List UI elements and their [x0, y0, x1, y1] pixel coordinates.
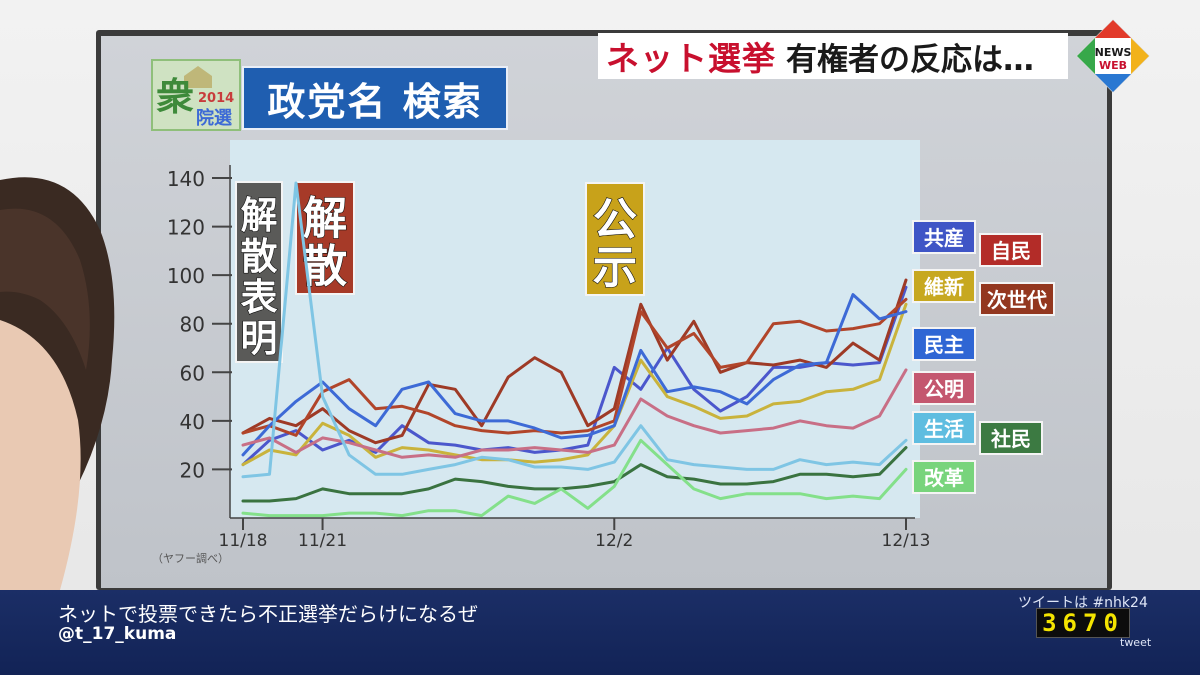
banner-highlight: ネット選挙 — [606, 39, 776, 78]
event-box — [295, 181, 355, 295]
legend-box — [912, 411, 976, 445]
legend-box — [912, 269, 976, 303]
legend-label: 自民 — [991, 239, 1031, 263]
newsweb-top: NEWS — [1095, 46, 1132, 59]
logo-word: 院選 — [196, 107, 232, 129]
ticker-message: ネットで投票できたら不正選挙だらけになるぜ — [58, 602, 478, 626]
event-box — [585, 182, 645, 296]
event-label-char: 散 — [241, 235, 278, 278]
x-tick-label: 11/21 — [298, 531, 347, 551]
legend-label: 民主 — [924, 333, 964, 357]
legend-label: 生活 — [924, 417, 964, 441]
y-axis: 20 40 60 80 100 120 140 — [167, 165, 232, 518]
series-line-生活 — [241, 181, 908, 479]
y-tick-label: 140 — [167, 167, 205, 191]
y-tick-label: 60 — [180, 361, 205, 385]
legend-label: 維新 — [924, 275, 964, 299]
y-tick-label: 20 — [180, 458, 205, 482]
newsweb-bottom: WEB — [1099, 59, 1127, 72]
event-label-char: 表 — [241, 276, 278, 319]
event-label-char: 示 — [593, 242, 637, 293]
tweet-label: ツイートは #nhk24 — [1018, 595, 1148, 611]
series-line-民主 — [241, 293, 908, 457]
legend-box — [912, 371, 976, 405]
logo-char: 衆 — [156, 75, 194, 119]
event-box — [235, 181, 283, 363]
y-tick-label: 120 — [167, 216, 205, 240]
election-logo: 衆 2014 院選 — [151, 59, 241, 131]
series-line-社民 — [241, 446, 908, 503]
source-note: （ヤフー調べ） — [152, 551, 229, 565]
topic-banner: ネット選挙 有権者の反応は… — [598, 33, 1068, 79]
newsweb-logo: NEWS WEB — [1076, 19, 1150, 93]
presenter-silhouette — [0, 177, 115, 675]
panel-title: 政党名 検索 — [242, 66, 508, 130]
x-tick-label: 12/2 — [595, 531, 633, 551]
series-line-自民 — [241, 278, 908, 445]
legend-label: 改革 — [924, 466, 964, 490]
legend-box — [912, 327, 976, 361]
y-tick-label: 100 — [167, 264, 205, 288]
event-label-char: 解 — [303, 193, 347, 244]
legend-label: 社民 — [990, 427, 1031, 451]
event-label-char: 解 — [241, 194, 278, 237]
legend-label: 公明 — [924, 377, 964, 401]
ticker-user: @t_17_kuma — [58, 624, 177, 644]
series-line-改革 — [241, 438, 908, 518]
event-label-char: 明 — [241, 317, 278, 360]
legend-box — [979, 233, 1043, 267]
series-lines — [241, 181, 908, 518]
y-tick-label: 80 — [180, 313, 205, 337]
legend-box — [912, 220, 976, 254]
event-label-char: 公 — [593, 194, 637, 245]
legend-box — [979, 421, 1043, 455]
legend-box — [979, 282, 1055, 316]
tweet-word: tweet — [1120, 636, 1152, 649]
series-line-維新 — [241, 302, 908, 467]
series-line-公明 — [241, 368, 908, 459]
y-tick-label: 40 — [180, 410, 205, 434]
ticker-bar — [0, 590, 1200, 675]
tweet-count: 3670 — [1036, 608, 1130, 638]
series-line-次世代 — [241, 297, 908, 437]
x-tick-label: 11/18 — [219, 531, 268, 551]
x-tick-label: 12/13 — [882, 531, 931, 551]
legend-label: 次世代 — [987, 288, 1047, 312]
legend-box — [912, 460, 976, 494]
banner-text: 有権者の反応は… — [786, 41, 1034, 78]
x-axis: 11/18 11/21 12/2 12/13 — [219, 517, 931, 551]
logo-year: 2014 — [198, 91, 234, 106]
legend-label: 共産 — [924, 226, 964, 250]
